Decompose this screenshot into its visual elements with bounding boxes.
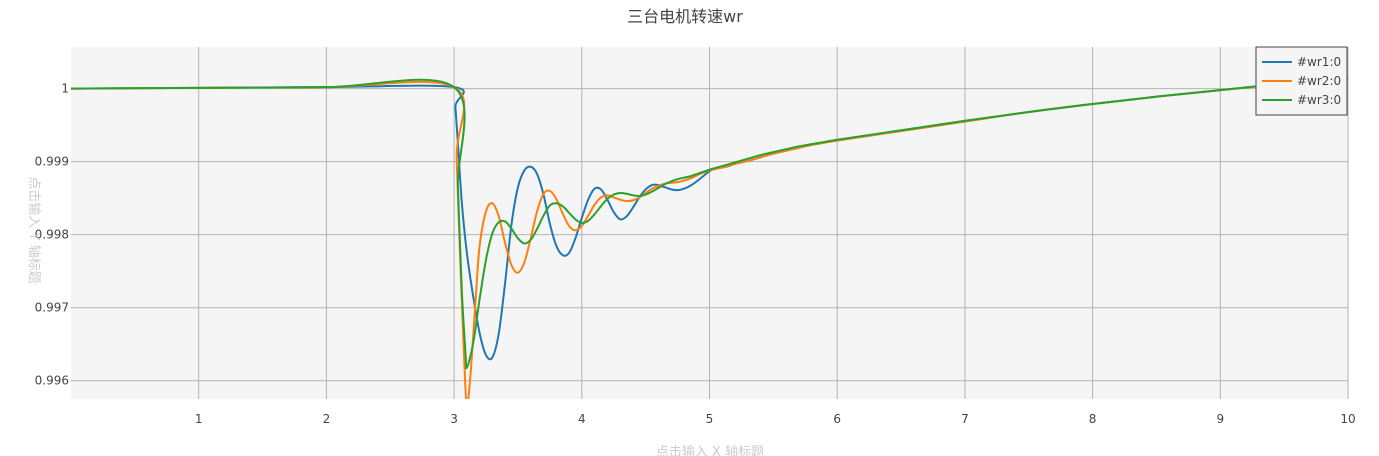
x-tick-label: 8	[1089, 412, 1097, 426]
legend-item[interactable]: #wr3:0	[1262, 93, 1341, 107]
y-tick-label: 0.999	[35, 155, 69, 169]
y-axis-title[interactable]: 点击输入 Y 轴标题	[26, 176, 42, 283]
x-tick-label: 5	[706, 412, 714, 426]
series-line-3[interactable]	[71, 76, 1348, 370]
legend-item[interactable]: #wr2:0	[1262, 74, 1341, 88]
legend-label: #wr2:0	[1297, 74, 1341, 88]
x-axis-title[interactable]: 点击输入 X 轴标题	[656, 444, 764, 456]
x-tick-label: 9	[1216, 412, 1224, 426]
y-tick-label: 0.997	[35, 301, 69, 315]
chart-title: 三台电机转速wr	[627, 7, 743, 26]
legend-label: #wr1:0	[1297, 55, 1341, 69]
x-tick-labels: 1 2 3 4 5 6 7 8 9 10	[195, 412, 1356, 426]
x-tick-label: 1	[195, 412, 203, 426]
grid-lines	[71, 47, 1349, 399]
x-tick-label: 4	[578, 412, 586, 426]
x-tick-label: 3	[450, 412, 458, 426]
y-tick-label: 0.998	[35, 228, 69, 242]
x-tick-label: 2	[323, 412, 331, 426]
x-tick-label: 6	[833, 412, 841, 426]
y-tick-labels: 0.996 0.997 0.998 0.999 1	[35, 82, 69, 388]
legend-label: #wr3:0	[1297, 93, 1341, 107]
series-lines	[71, 76, 1348, 399]
x-tick-label: 7	[961, 412, 969, 426]
y-tick-label: 0.996	[35, 374, 69, 388]
legend[interactable]: #wr1:0 #wr2:0 #wr3:0	[1255, 46, 1348, 116]
legend-item[interactable]: #wr1:0	[1262, 55, 1341, 69]
y-tick-label: 1	[61, 82, 69, 96]
x-tick-label: 10	[1340, 412, 1355, 426]
